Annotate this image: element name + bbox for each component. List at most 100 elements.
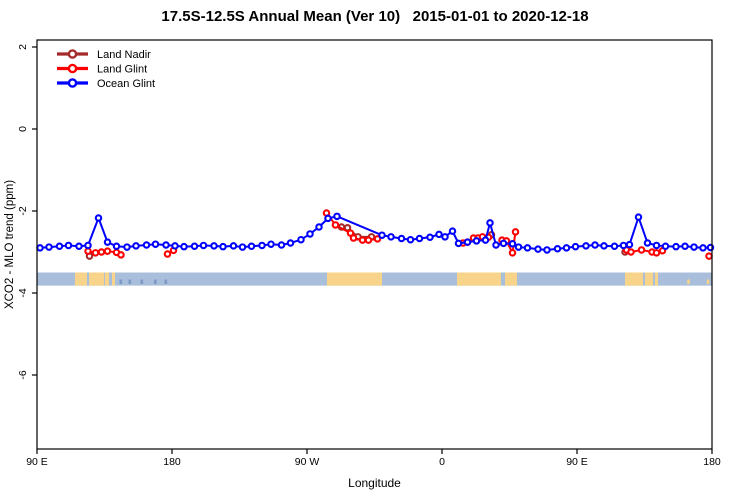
data-point	[571, 242, 580, 251]
data-point	[672, 242, 680, 251]
data-point	[151, 240, 160, 248]
data-point	[415, 234, 424, 243]
data-point	[277, 241, 286, 249]
data-point	[123, 243, 131, 251]
data-point	[619, 241, 628, 250]
data-point	[699, 244, 707, 252]
data-point	[199, 241, 208, 250]
data-point	[534, 245, 542, 253]
legend-label: Ocean Glint	[97, 78, 155, 90]
map-band-land-patch	[644, 272, 654, 286]
data-point	[652, 249, 661, 257]
data-point	[652, 241, 661, 250]
map-band-land-patch	[457, 272, 501, 286]
data-point	[508, 240, 517, 248]
data-point	[634, 213, 643, 221]
x-tick-label: 0	[439, 456, 445, 468]
data-point	[132, 242, 140, 250]
data-point	[75, 242, 83, 251]
data-point	[387, 233, 395, 241]
data-point	[171, 242, 179, 250]
data-point	[562, 244, 571, 252]
map-band-land-patch	[625, 272, 643, 286]
x-tick-label: 90 E	[26, 456, 48, 468]
data-point	[543, 246, 551, 254]
data-point	[397, 234, 406, 243]
data-point	[180, 242, 188, 251]
data-point	[297, 235, 305, 244]
y-tick-label: -6	[17, 370, 29, 379]
data-point	[84, 241, 92, 250]
map-band-islet	[119, 279, 123, 284]
data-point	[591, 241, 599, 249]
data-point	[582, 242, 590, 250]
legend-marker	[67, 49, 78, 59]
legend-marker	[67, 63, 78, 74]
data-point	[349, 234, 358, 242]
data-point	[331, 221, 340, 229]
series-line	[39, 215, 711, 251]
data-point	[514, 243, 523, 251]
legend: Land Nadir Land Glint Ocean Glint	[57, 49, 155, 90]
map-band-islet	[128, 279, 132, 284]
data-point	[163, 250, 172, 258]
y-tick-label: -4	[17, 288, 29, 297]
data-point	[448, 227, 457, 235]
data-point	[378, 231, 386, 239]
data-point	[600, 242, 608, 250]
data-point	[553, 244, 562, 253]
data-point	[705, 252, 713, 260]
data-point	[36, 244, 44, 252]
data-point	[219, 242, 227, 251]
data-point	[499, 239, 508, 248]
map-band-islet	[706, 279, 710, 284]
data-point	[625, 240, 634, 249]
data-point	[64, 241, 73, 250]
x-tick-label: 180	[163, 456, 181, 468]
data-point	[373, 235, 382, 243]
legend-label: Land Glint	[97, 64, 147, 76]
data-point	[55, 242, 64, 251]
series-land-glint	[84, 209, 713, 260]
legend-label: Land Nadir	[97, 49, 151, 61]
data-point	[523, 244, 532, 252]
map-band-islet	[140, 279, 144, 284]
data-point	[333, 212, 341, 221]
data-point	[358, 236, 367, 244]
map-band-islet	[164, 279, 168, 284]
data-point	[637, 246, 646, 254]
axes: 90 E 180 90 W 0 90 E 180 2 0 -2 -4 -6 Longitude XCO2…	[4, 44, 721, 490]
y-tick-label: 0	[17, 126, 29, 132]
data-point	[84, 247, 92, 255]
data-point	[94, 214, 103, 222]
x-tick-label: 180	[703, 456, 721, 468]
map-band-islet	[687, 279, 690, 284]
data-point	[91, 249, 100, 257]
data-point	[210, 242, 218, 250]
map-band-land-patch	[89, 272, 105, 286]
data-point	[454, 239, 463, 248]
data-point	[661, 242, 670, 251]
data-point	[103, 247, 112, 255]
plot-box	[36, 39, 713, 450]
data-point	[247, 242, 256, 251]
data-point	[267, 240, 275, 248]
map-band-land-patch	[104, 272, 109, 286]
data-point	[229, 242, 238, 250]
map-band-land-patch	[74, 272, 87, 286]
data-point	[142, 241, 151, 249]
data-point	[97, 248, 106, 256]
x-tick-label: 90 W	[295, 456, 320, 468]
data-point	[610, 242, 619, 251]
y-tick-label: -2	[17, 206, 29, 215]
data-point	[162, 241, 170, 249]
data-point	[643, 239, 652, 247]
data-point	[492, 241, 500, 249]
map-band-land-patch	[326, 272, 382, 286]
y-tick-label: 2	[17, 44, 29, 50]
data-point	[511, 228, 520, 236]
data-point	[112, 242, 121, 251]
legend-entry-ocean-glint: Ocean Glint	[57, 78, 155, 90]
